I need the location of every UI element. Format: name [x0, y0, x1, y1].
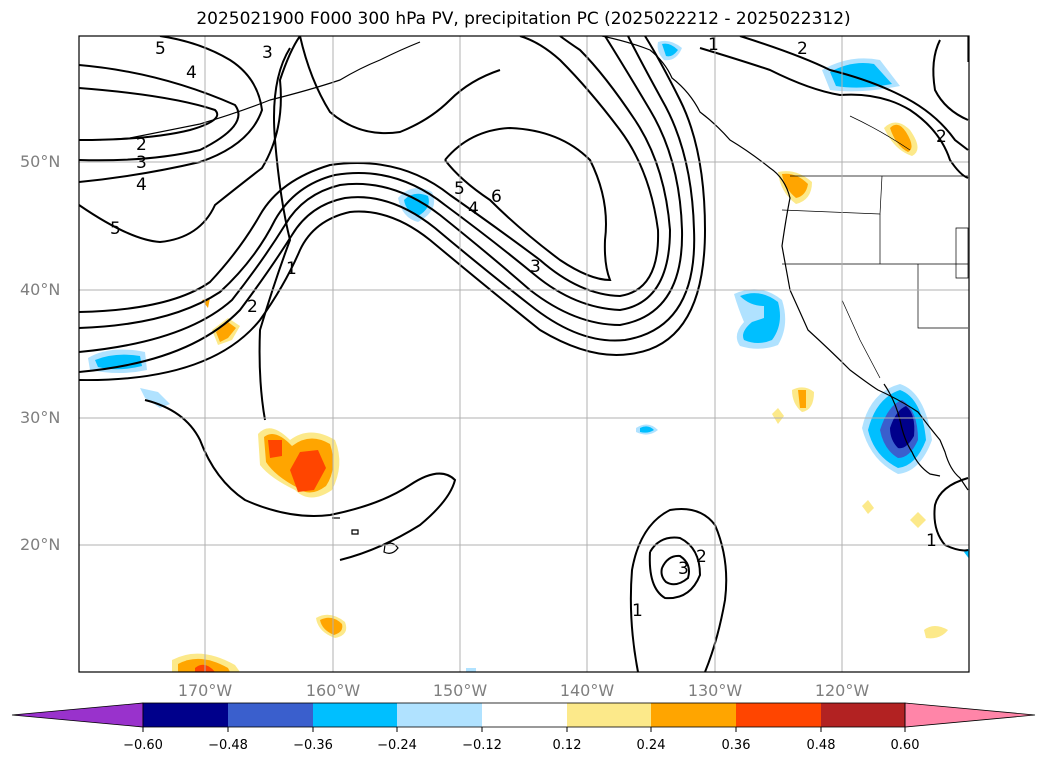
- contour-label: 3: [136, 153, 147, 173]
- colorbar-tick-label: −0.36: [293, 738, 333, 753]
- contour-labels: 5 4 3 2 3 4 5 1 2 5 4 6 3 1 2 2 1 3 2 1: [110, 35, 947, 621]
- political-borders: [781, 115, 969, 379]
- colorbar-tick-label: −0.48: [208, 738, 248, 753]
- colorbar-tick-label: 0.24: [636, 738, 666, 753]
- contour-label: 5: [110, 219, 121, 239]
- lon-label: 170°W: [177, 681, 233, 700]
- graticule: [79, 36, 969, 672]
- colorbar-tick-label: −0.12: [462, 738, 502, 753]
- lon-label: 160°W: [305, 681, 361, 700]
- colorbar-extend-high: [904, 702, 1036, 728]
- contour-label: 5: [454, 179, 465, 199]
- contour-label: 2: [696, 547, 707, 567]
- lat-label: 40°N: [20, 280, 61, 299]
- contour-label: 3: [678, 559, 689, 579]
- contour-label: 1: [632, 601, 643, 621]
- colorbar-extend-low: [11, 702, 144, 728]
- lon-label: 130°W: [687, 681, 743, 700]
- contour-label: 1: [926, 531, 937, 551]
- contour-label: 2: [136, 135, 147, 155]
- colorbar-tick-label: 0.12: [552, 738, 582, 753]
- colorbar-segment: [313, 703, 397, 727]
- colorbar-tick-label: −0.60: [123, 738, 163, 753]
- contour-label: 2: [936, 127, 947, 147]
- lon-label: 120°W: [814, 681, 870, 700]
- contour-label: 4: [468, 199, 479, 219]
- precipitation-shading: [88, 40, 969, 672]
- colorbar-tick-label: 0.60: [890, 738, 920, 753]
- colorbar-segment: [567, 703, 651, 727]
- contour-label: 4: [136, 175, 147, 195]
- contour-label: 1: [286, 259, 297, 279]
- contour-label: 5: [155, 39, 166, 59]
- pv-contours: [79, 36, 969, 672]
- colorbar-segment: [651, 703, 736, 727]
- contour-label: 2: [247, 297, 258, 317]
- contour-label: 4: [186, 63, 197, 83]
- contour-label: 2: [797, 39, 808, 59]
- colorbar-tick-label: 0.36: [721, 738, 751, 753]
- colorbar-segment: [821, 703, 905, 727]
- colorbar-segment: [736, 703, 821, 727]
- colorbar-segment: [397, 703, 482, 727]
- colorbar-segment: [228, 703, 313, 727]
- colorbar-tick-label: −0.24: [377, 738, 417, 753]
- colorbar-tick-label: 0.48: [806, 738, 836, 753]
- lon-label: 140°W: [559, 681, 615, 700]
- contour-label: 6: [491, 187, 502, 207]
- colorbar-segment: [482, 703, 567, 727]
- map-title: 2025021900 F000 300 hPa PV, precipitatio…: [196, 9, 851, 29]
- colorbar-segment: [143, 703, 228, 727]
- lat-label: 20°N: [20, 535, 61, 554]
- contour-label: 3: [262, 43, 273, 63]
- lon-label: 150°W: [432, 681, 488, 700]
- lat-label: 50°N: [20, 152, 61, 171]
- contour-label: 3: [530, 257, 541, 277]
- lat-label: 30°N: [20, 408, 61, 427]
- contour-label: 1: [708, 35, 719, 55]
- coastlines: [99, 36, 969, 554]
- colorbar: [11, 702, 1036, 732]
